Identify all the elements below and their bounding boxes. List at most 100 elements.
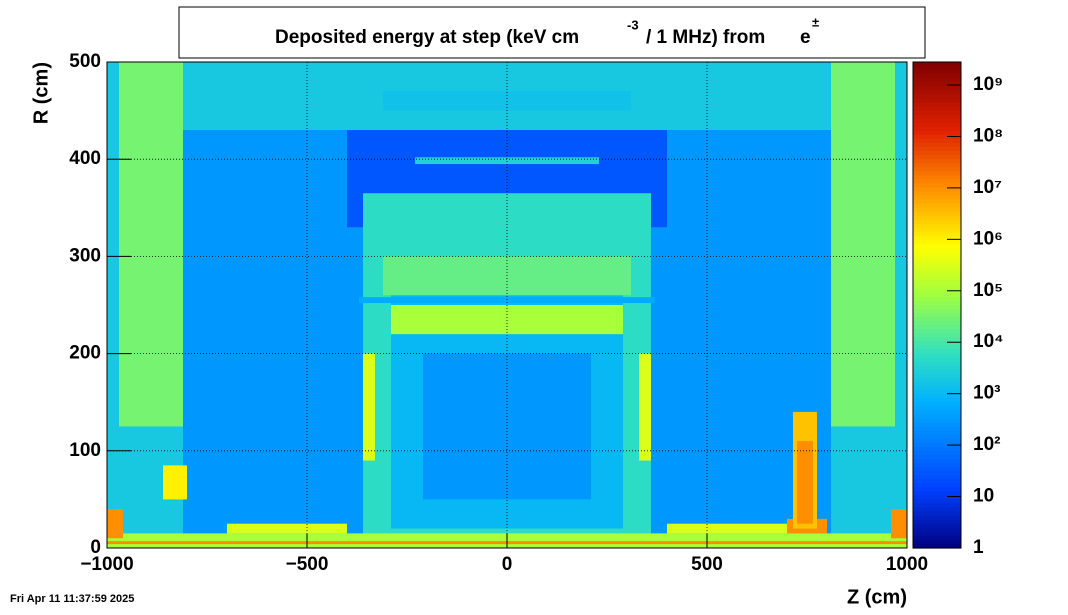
x-tick-label: −500: [286, 554, 329, 575]
colorbar-step: [913, 106, 961, 112]
colorbar: [913, 62, 961, 549]
title-box: [178, 6, 926, 59]
colorbar-step: [913, 155, 961, 160]
title-particle: e: [800, 27, 811, 48]
colorbar-step: [913, 406, 961, 411]
colorbar-step: [913, 487, 961, 492]
y-tick-label: 0: [90, 537, 101, 558]
colorbar-step: [913, 288, 961, 294]
heatmap-cell: [415, 157, 599, 165]
colorbar-step: [913, 74, 961, 79]
colorbar-step: [913, 341, 961, 347]
colorbar-step: [913, 349, 961, 355]
colorbar-step: [913, 90, 961, 95]
z-tick-label: 10⁴: [973, 331, 1004, 352]
heatmap-cell: [891, 509, 907, 539]
colorbar-step: [913, 268, 961, 274]
heatmap-cell: [363, 353, 375, 461]
colorbar-step: [913, 531, 961, 537]
colorbar-step: [913, 175, 961, 181]
heatmap-cell: [119, 62, 183, 427]
colorbar-step: [913, 462, 961, 468]
heatmap: [107, 62, 907, 549]
colorbar-step: [913, 272, 961, 278]
colorbar-step: [913, 475, 961, 480]
colorbar-step: [913, 215, 961, 221]
colorbar-step: [913, 163, 961, 168]
colorbar-step: [913, 98, 961, 104]
x-axis-label: Z (cm): [847, 586, 907, 608]
colorbar-step: [913, 377, 961, 383]
colorbar-step: [913, 248, 961, 253]
colorbar-step: [913, 535, 961, 541]
colorbar-step: [913, 126, 961, 132]
colorbar-step: [913, 369, 961, 375]
colorbar-step: [913, 527, 961, 533]
title-superscript: ±: [812, 14, 819, 29]
colorbar-step: [913, 357, 961, 363]
heatmap-cell: [107, 509, 123, 539]
colorbar-step: [913, 337, 961, 343]
x-tick-label: −1000: [80, 554, 133, 575]
x-tick-label: 0: [502, 554, 513, 575]
heatmap-cell: [359, 297, 655, 304]
colorbar-step: [913, 78, 961, 83]
colorbar-step: [913, 519, 961, 525]
colorbar-step: [913, 422, 961, 428]
colorbar-step: [913, 414, 961, 419]
colorbar-step: [913, 70, 961, 75]
colorbar-step: [913, 410, 961, 415]
colorbar-step: [913, 110, 961, 116]
colorbar-step: [913, 523, 961, 529]
colorbar-step: [913, 228, 961, 233]
colorbar-step: [913, 252, 961, 257]
heatmap-cell: [797, 441, 813, 524]
colorbar-step: [913, 499, 961, 505]
colorbar-step: [913, 134, 961, 140]
colorbar-step: [913, 543, 961, 549]
colorbar-step: [913, 122, 961, 128]
z-tick-label: 10: [973, 486, 994, 507]
colorbar-step: [913, 325, 961, 330]
colorbar-step: [913, 317, 961, 322]
colorbar-step: [913, 539, 961, 545]
colorbar-step: [913, 394, 961, 399]
heatmap-cell: [163, 465, 187, 500]
colorbar-step: [913, 264, 961, 270]
colorbar-step: [913, 66, 961, 71]
colorbar-step: [913, 130, 961, 136]
colorbar-step: [913, 361, 961, 367]
colorbar-step: [913, 179, 961, 185]
colorbar-step: [913, 240, 961, 245]
colorbar-step: [913, 446, 961, 452]
colorbar-step: [913, 381, 961, 387]
timestamp: Fri Apr 11 11:37:59 2025: [10, 593, 134, 605]
colorbar-step: [913, 434, 961, 440]
colorbar-step: [913, 211, 961, 217]
colorbar-step: [913, 143, 961, 148]
colorbar-step: [913, 118, 961, 124]
title-main: Deposited energy at step (keV cm: [275, 27, 579, 48]
x-tick-label: 1000: [886, 554, 928, 575]
colorbar-step: [913, 219, 961, 225]
colorbar-step: [913, 458, 961, 464]
colorbar-step: [913, 345, 961, 351]
y-tick-label: 300: [69, 245, 101, 266]
colorbar-step: [913, 333, 961, 338]
z-tick-label: 10⁵: [973, 280, 1003, 301]
colorbar-step: [913, 309, 961, 314]
colorbar-step: [913, 236, 961, 241]
colorbar-step: [913, 167, 961, 172]
colorbar-step: [913, 86, 961, 91]
colorbar-step: [913, 232, 961, 237]
colorbar-step: [913, 284, 961, 290]
colorbar-step: [913, 114, 961, 120]
colorbar-step: [913, 199, 961, 205]
colorbar-step: [913, 503, 961, 509]
colorbar-step: [913, 203, 961, 209]
y-axis-label: R (cm): [30, 62, 52, 124]
colorbar-step: [913, 511, 961, 517]
colorbar-step: [913, 187, 961, 193]
colorbar-step: [913, 471, 961, 476]
